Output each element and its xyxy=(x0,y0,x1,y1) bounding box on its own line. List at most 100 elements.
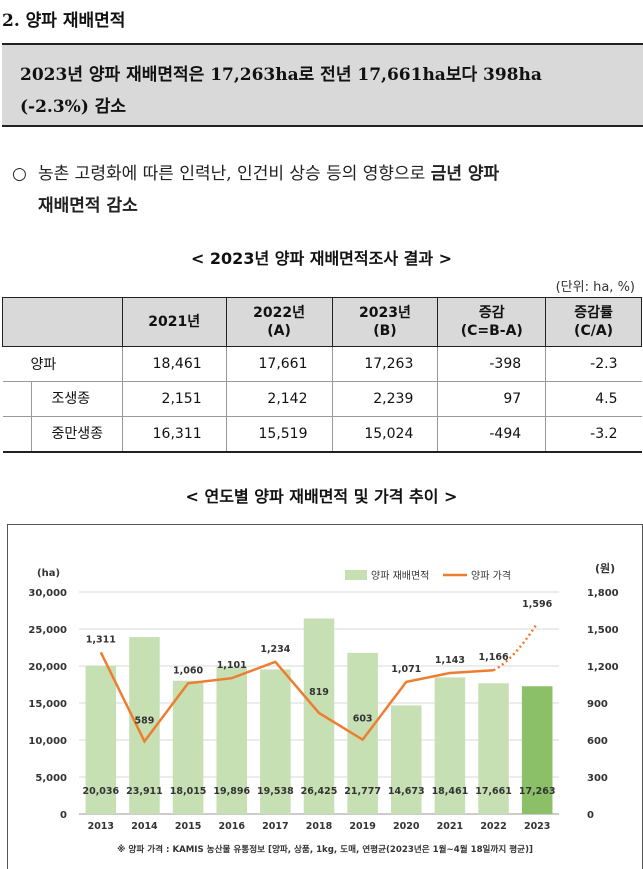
bullet-emphasis-2: 재배면적 감소 xyxy=(38,196,138,216)
x-tick-label: 2013 xyxy=(88,821,114,832)
bullet-circle-icon: ○ xyxy=(12,164,27,184)
bar xyxy=(129,637,160,814)
bar xyxy=(391,705,422,814)
x-tick-label: 2014 xyxy=(131,821,158,832)
legend-bar-swatch xyxy=(345,570,367,580)
left-tick-label: 10,000 xyxy=(28,736,67,747)
price-value-label: 819 xyxy=(309,687,329,698)
table-header-row: 2021년 2022년 (A) 2023년 (B) 증감 (C=B-A) 증감률… xyxy=(2,297,642,347)
table-row: 양파 18,461 17,661 17,263 -398 -2.3 xyxy=(2,346,642,382)
left-tick-label: 0 xyxy=(60,810,67,821)
bar-value-label: 18,015 xyxy=(170,786,207,797)
left-tick-label: 30,000 xyxy=(28,588,67,599)
bar-value-label: 20,036 xyxy=(82,786,119,797)
bar xyxy=(434,677,466,814)
section-title: 2. 양파 재배면적 xyxy=(2,11,126,31)
table-unit: (단위: ha, %) xyxy=(555,280,635,295)
table-cell: 2,142 xyxy=(225,381,332,417)
bar xyxy=(216,666,247,814)
summary-line-1: 2023년 양파 재배면적은 17,263ha로 전년 17,661ha보다 3… xyxy=(20,65,542,85)
legend-line-label: 양파 가격 xyxy=(471,569,511,582)
table-cell: -2.3 xyxy=(545,346,642,382)
x-tick-label: 2015 xyxy=(175,821,201,832)
bar-value-label: 23,911 xyxy=(126,786,163,797)
table-cell: 18,461 xyxy=(121,346,227,382)
price-value-label: 603 xyxy=(353,714,373,725)
table-row: 중만생종 16,311 15,519 15,024 -494 -3.2 xyxy=(2,416,642,453)
left-tick-label: 20,000 xyxy=(28,662,67,673)
table-header-cell: 2021년 xyxy=(121,297,227,347)
x-tick-label: 2017 xyxy=(262,821,288,832)
right-tick-label: 300 xyxy=(587,773,608,784)
table-cell: 17,263 xyxy=(331,346,438,382)
x-tick-label: 2018 xyxy=(306,821,333,832)
x-tick-label: 2021 xyxy=(437,821,463,832)
left-tick-label: 25,000 xyxy=(28,625,67,636)
bar xyxy=(260,669,291,814)
chart-footnote: ※ 양파 가격 : KAMIS 농산물 유통정보 [양파, 상품, 1kg, 도… xyxy=(117,843,533,855)
bar-value-label: 17,263 xyxy=(519,786,556,797)
table-cell: 16,311 xyxy=(121,416,227,453)
left-tick-label: 15,000 xyxy=(28,699,67,710)
bar xyxy=(303,618,335,814)
table-cell: 15,024 xyxy=(331,416,438,453)
bar-value-label: 17,661 xyxy=(475,786,512,797)
bar-value-label: 26,425 xyxy=(301,786,338,797)
row-label: 양파 xyxy=(2,346,123,382)
summary-box: 2023년 양파 재배면적은 17,263ha로 전년 17,661ha보다 3… xyxy=(2,43,643,127)
bar-value-label: 19,538 xyxy=(257,786,294,797)
price-value-label: 589 xyxy=(135,715,155,726)
bar-value-label: 18,461 xyxy=(432,786,469,797)
x-tick-label: 2016 xyxy=(219,821,246,832)
x-tick-label: 2022 xyxy=(480,821,506,832)
price-projection-line xyxy=(492,622,539,672)
price-value-label: 1,071 xyxy=(391,664,421,675)
left-tick-label: 5,000 xyxy=(35,773,67,784)
table-header-cell: 2022년 (A) xyxy=(225,297,333,347)
row-label: 중만생종 xyxy=(2,416,123,453)
table-cell: 17,661 xyxy=(225,346,332,382)
bullet-paragraph: ○ 농촌 고령화에 따른 인력난, 인건비 상승 등의 영향으로 금년 양파 재배… xyxy=(12,158,643,222)
bar-value-label: 14,673 xyxy=(388,786,425,797)
bar-value-label: 21,777 xyxy=(344,786,381,797)
right-axis-unit: (원) xyxy=(595,561,615,575)
price-line xyxy=(99,651,494,744)
table-header-cell xyxy=(2,297,123,347)
table-header-cell: 2023년 (B) xyxy=(331,297,439,347)
table-cell: 15,519 xyxy=(225,416,332,453)
right-tick-label: 0 xyxy=(587,810,594,821)
summary-line-2: (-2.3%) 감소 xyxy=(20,97,127,117)
price-value-label: 1,596 xyxy=(522,599,552,610)
area-price-chart: 0 5,000 10,000 15,000 20,000 25,000 30,000 0 300… xyxy=(28,561,619,855)
table-header-cell: 증감률 (C/A) xyxy=(545,297,642,347)
x-tick-label: 2023 xyxy=(524,821,550,832)
price-value-label: 1,143 xyxy=(435,655,465,666)
bar xyxy=(478,683,509,814)
price-value-label: 1,311 xyxy=(86,634,116,645)
bullet-text: 농촌 고령화에 따른 인력난, 인건비 상승 등의 영향으로 xyxy=(38,164,431,184)
price-value-label: 1,234 xyxy=(260,644,290,655)
right-tick-label: 900 xyxy=(587,699,608,710)
table-header-cell: 증감 (C=B-A) xyxy=(437,297,547,347)
right-tick-label: 1,800 xyxy=(587,588,619,599)
table-cell: -398 xyxy=(437,346,546,382)
price-value-label: 1,166 xyxy=(479,652,509,663)
bullet-emphasis-1: 금년 양파 xyxy=(430,164,500,184)
bar xyxy=(521,686,553,814)
left-axis-unit: (ha) xyxy=(37,568,60,579)
chart-caption: < 연도별 양파 재배면적 및 가격 추이 > xyxy=(185,487,458,506)
bar-value-label: 19,896 xyxy=(213,786,250,797)
x-tick-label: 2020 xyxy=(393,821,420,832)
table-cell: 4.5 xyxy=(545,381,642,417)
bar xyxy=(172,680,204,814)
table-cell: -494 xyxy=(437,416,546,453)
table-cell: -3.2 xyxy=(545,416,642,453)
row-label: 조생종 xyxy=(2,381,123,417)
right-tick-label: 1,500 xyxy=(587,625,619,636)
legend-bar-label: 양파 재배면적 xyxy=(371,570,429,582)
table-cell: 97 xyxy=(437,381,546,417)
right-tick-label: 1,200 xyxy=(587,662,619,673)
table-cell: 2,239 xyxy=(331,381,438,417)
table-cell: 2,151 xyxy=(121,381,227,417)
right-tick-label: 600 xyxy=(587,736,608,747)
